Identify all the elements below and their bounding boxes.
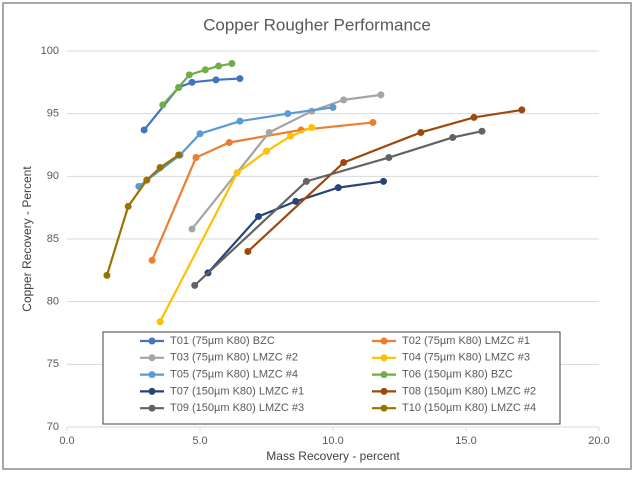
data-point — [478, 127, 486, 135]
data-point — [369, 118, 377, 126]
legend-marker — [148, 387, 156, 395]
data-point — [340, 96, 348, 104]
data-point — [191, 281, 199, 289]
legend-marker — [380, 337, 388, 345]
data-point — [236, 75, 244, 83]
legend-label: T06 (150µm K80) BZC — [402, 369, 513, 381]
data-point — [140, 126, 148, 134]
x-tick-label: 10.0 — [322, 435, 343, 447]
y-tick-label: 90 — [47, 170, 59, 182]
data-point — [377, 91, 385, 99]
data-point — [159, 101, 167, 109]
y-tick-label: 75 — [47, 358, 59, 370]
data-point — [175, 151, 183, 159]
legend-marker — [380, 387, 388, 395]
legend-label: T05 (75µm K80) LMZC #4 — [170, 369, 298, 381]
data-point — [212, 76, 220, 84]
data-point — [225, 138, 233, 146]
legend-marker — [148, 371, 156, 379]
data-point — [470, 113, 478, 121]
legend-label: T01 (75µm K80) BZC — [170, 335, 275, 347]
data-point — [188, 78, 196, 86]
data-point — [417, 128, 425, 136]
data-point — [175, 83, 183, 91]
legend-marker — [148, 404, 156, 412]
legend-label: T02 (75µm K80) LMZC #1 — [402, 335, 530, 347]
data-point — [308, 123, 316, 131]
x-tick-label: 0.0 — [59, 435, 74, 447]
y-tick-label: 80 — [47, 296, 59, 308]
x-axis-label: Mass Recovery - percent — [266, 449, 400, 463]
legend-marker — [380, 371, 388, 379]
legend-label: T10 (150µm K80) LMZC #4 — [402, 402, 536, 414]
y-tick-label: 95 — [47, 108, 59, 120]
legend-marker — [380, 404, 388, 412]
legend-label: T03 (75µm K80) LMZC #2 — [170, 352, 298, 364]
data-point — [385, 154, 393, 162]
x-tick-label: 15.0 — [455, 435, 476, 447]
data-point — [233, 169, 241, 177]
data-point — [302, 177, 310, 185]
data-point — [265, 128, 273, 136]
y-tick-label: 100 — [41, 45, 59, 57]
chart-title: Copper Rougher Performance — [203, 15, 431, 34]
data-point — [143, 176, 151, 184]
data-point — [286, 132, 294, 140]
data-point — [329, 103, 337, 111]
legend-label: T09 (150µm K80) LMZC #3 — [170, 402, 304, 414]
data-point — [518, 106, 526, 114]
data-point — [103, 271, 111, 279]
data-point — [188, 225, 196, 233]
data-point — [124, 202, 132, 210]
legend-marker — [148, 337, 156, 345]
data-point — [156, 318, 164, 326]
data-point — [263, 147, 270, 155]
data-point — [292, 197, 300, 205]
legend-label: T04 (75µm K80) LMZC #3 — [402, 352, 530, 364]
data-point — [148, 256, 156, 264]
data-point — [244, 248, 252, 256]
legend-box — [102, 331, 561, 425]
y-tick-label: 85 — [47, 233, 59, 245]
data-point — [185, 71, 193, 79]
data-point — [201, 66, 209, 74]
y-tick-label: 70 — [47, 421, 59, 433]
data-point — [449, 133, 457, 141]
data-point — [340, 159, 348, 167]
x-tick-label: 20.0 — [588, 435, 609, 447]
legend-label: T07 (150µm K80) LMZC #1 — [170, 385, 304, 397]
data-point — [236, 117, 244, 125]
legend-marker — [380, 354, 388, 362]
data-point — [255, 212, 263, 220]
x-tick-label: 5.0 — [192, 435, 207, 447]
data-point — [156, 164, 164, 172]
series-line — [138, 106, 334, 188]
data-point — [196, 130, 204, 138]
data-point — [215, 62, 223, 70]
legend-marker — [148, 354, 156, 362]
data-point — [284, 110, 292, 118]
data-point — [228, 60, 236, 68]
data-point — [192, 154, 200, 162]
y-axis-label: Copper Recovery - Percent — [20, 166, 34, 312]
legend-label: T08 (150µm K80) LMZC #2 — [402, 385, 536, 397]
data-point — [334, 184, 342, 192]
data-point — [380, 177, 388, 185]
